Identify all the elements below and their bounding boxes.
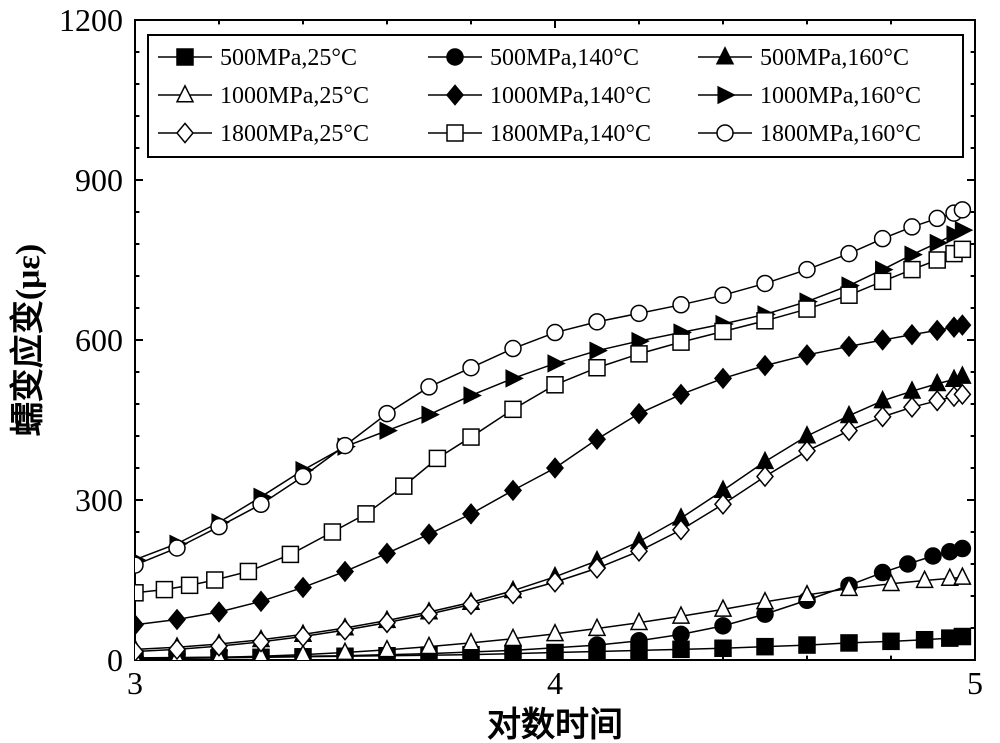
legend-label-s4: 1000MPa,25°C bbox=[220, 83, 369, 109]
legend-label-s1: 500MPa,25°C bbox=[220, 45, 357, 71]
legend-label-s6: 1000MPa,160°C bbox=[760, 83, 921, 109]
svg-text:4: 4 bbox=[547, 665, 563, 701]
svg-text:3: 3 bbox=[127, 665, 143, 701]
y-axis-title: 蠕变应变(με) bbox=[9, 244, 47, 436]
creep-strain-chart: 3 4 5 0 300 600 900 1200 对数时间 蠕变应变(με) 500MPa,25°C… bbox=[0, 0, 1000, 743]
svg-text:600: 600 bbox=[75, 322, 123, 358]
svg-text:1200: 1200 bbox=[59, 2, 123, 38]
legend-label-s5: 1000MPa,140°C bbox=[490, 83, 651, 109]
svg-text:300: 300 bbox=[75, 482, 123, 518]
legend-label-s7: 1800MPa,25°C bbox=[220, 121, 369, 147]
svg-text:5: 5 bbox=[967, 665, 983, 701]
legend: 500MPa,25°C 500MPa,140°C 500MPa,160°C 1000M… bbox=[148, 35, 963, 157]
svg-text:900: 900 bbox=[75, 162, 123, 198]
legend-label-s9: 1800MPa,160°C bbox=[760, 121, 921, 147]
legend-label-s2: 500MPa,140°C bbox=[490, 45, 639, 71]
chart-container: 3 4 5 0 300 600 900 1200 对数时间 蠕变应变(με) 500MPa,25°C… bbox=[0, 0, 1000, 743]
legend-label-s3: 500MPa,160°C bbox=[760, 45, 909, 71]
svg-text:0: 0 bbox=[107, 642, 123, 678]
x-axis-title: 对数时间 bbox=[487, 706, 623, 743]
legend-label-s8: 1800MPa,140°C bbox=[490, 121, 651, 147]
